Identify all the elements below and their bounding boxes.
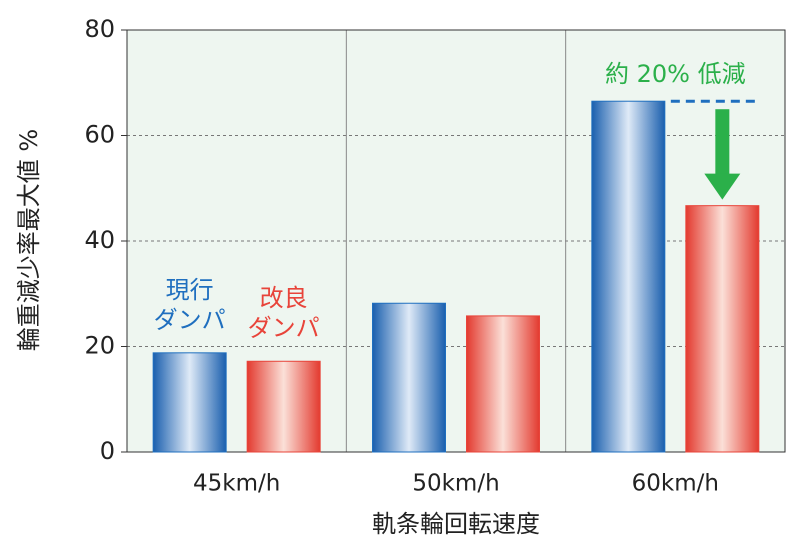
y-tick-label: 60 — [84, 121, 115, 149]
y-tick-label: 0 — [100, 437, 115, 465]
legend-label: 改良 ダンパ — [247, 284, 320, 343]
bar — [246, 360, 321, 453]
legend-label: 現行 ダンパ — [153, 275, 226, 334]
y-axis-title: 輪重減少率最大値 % — [15, 129, 43, 351]
bar — [685, 205, 760, 453]
y-tick-label: 40 — [84, 226, 115, 254]
x-axis-title: 軌条輪回転速度 — [372, 510, 540, 538]
arrow-shaft — [715, 109, 730, 176]
annotation: 約 20% 低減 — [605, 60, 746, 88]
bar — [372, 302, 446, 453]
x-tick-label: 50km/h — [412, 471, 499, 497]
bar — [591, 100, 666, 453]
y-tick-label: 20 — [84, 332, 115, 360]
bar — [152, 352, 227, 453]
x-tick-label: 45km/h — [193, 471, 280, 497]
arrow-head — [704, 173, 741, 200]
y-tick-label: 80 — [84, 15, 115, 43]
x-tick-label: 60km/h — [632, 471, 719, 497]
bar — [466, 315, 540, 453]
plot-frame — [126, 29, 786, 453]
